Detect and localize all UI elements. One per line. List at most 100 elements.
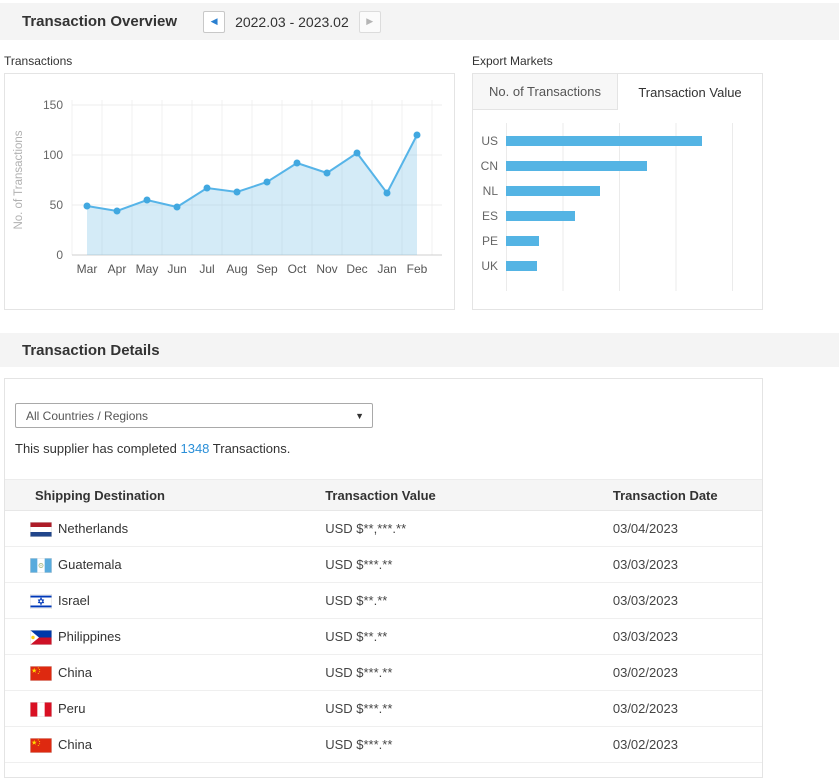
transaction-date-cell: 03/03/2023	[612, 546, 762, 583]
svg-text:May: May	[136, 262, 159, 276]
table-row: China USD $***.** 03/02/2023	[5, 726, 762, 763]
export-market-bar-row: NL	[473, 178, 762, 203]
svg-text:0: 0	[56, 248, 63, 262]
transaction-date-cell: 03/02/2023	[612, 690, 762, 727]
summary-suffix: Transactions.	[209, 441, 291, 456]
transaction-value-cell: USD $**.**	[325, 582, 613, 619]
shipping-destination-cell: Peru	[5, 690, 326, 727]
bar-es	[506, 210, 575, 221]
transaction-date-cell: 03/02/2023	[612, 726, 762, 763]
country-name: China	[58, 737, 92, 753]
bar-category-label: UK	[481, 258, 498, 273]
svg-text:Dec: Dec	[346, 262, 367, 276]
export-markets-tabs: No. of Transactions Transaction Value	[473, 74, 762, 110]
country-filter-value: All Countries / Regions	[26, 408, 149, 423]
svg-text:Jun: Jun	[167, 262, 186, 276]
svg-text:Sep: Sep	[256, 262, 278, 276]
tab-transaction-value[interactable]: Transaction Value	[638, 84, 742, 100]
table-row: China USD $***.** 03/02/2023	[5, 654, 762, 691]
svg-text:Mar: Mar	[77, 262, 98, 276]
country-name: Netherlands	[58, 521, 129, 537]
transactions-count-link[interactable]: 1348	[180, 441, 210, 456]
table-row: Netherlands USD $**,***.** 03/04/2023	[5, 510, 762, 547]
flag-cn-icon	[30, 665, 52, 681]
details-panel: All Countries / Regions ▼ This supplier …	[4, 378, 763, 778]
transaction-date-cell: 03/03/2023	[612, 582, 762, 619]
shipping-destination-cell: Guatemala	[5, 546, 326, 583]
column-shipping-destination: Shipping Destination	[5, 479, 326, 511]
date-range-label: 2022.03 - 2023.02	[235, 13, 349, 30]
transaction-value-cell: USD $***.**	[325, 654, 613, 691]
shipping-destination-cell: Netherlands	[5, 510, 326, 547]
bar-category-label: NL	[482, 183, 498, 198]
page-title: Transaction Overview	[22, 13, 178, 30]
chevron-right-icon: ▶	[366, 16, 374, 26]
table-row: Philippines USD $**.** 03/03/2023	[5, 618, 762, 655]
export-market-bar-row: UK	[473, 253, 762, 278]
export-markets-bar-chart: US CN NL ES PE UK	[473, 123, 762, 291]
country-filter-select[interactable]: All Countries / Regions ▼	[15, 403, 373, 428]
export-market-bar-row: PE	[473, 228, 762, 253]
flag-ph-icon	[30, 629, 52, 645]
date-range-navigator: ◀ 2022.03 - 2023.02 ▶	[203, 10, 381, 33]
transactions-chart-label: Transactions	[4, 54, 73, 68]
transaction-value-cell: USD $***.**	[325, 726, 613, 763]
bar-us	[506, 135, 702, 146]
bar-category-label: ES	[481, 208, 498, 223]
shipping-destination-cell: Israel	[5, 582, 326, 619]
bar-cn	[506, 160, 648, 171]
shipping-destination-cell: China	[5, 726, 326, 763]
export-market-bar-row: ES	[473, 203, 762, 228]
flag-il-icon	[30, 593, 52, 609]
tab-no-of-transactions[interactable]: No. of Transactions	[473, 74, 618, 110]
table-row: Israel USD $**.** 03/03/2023	[5, 582, 762, 619]
transaction-value-cell: USD $***.**	[325, 690, 613, 727]
country-name: China	[58, 665, 92, 681]
summary-prefix: This supplier has completed	[15, 441, 181, 456]
chevron-left-icon: ◀	[210, 16, 218, 26]
transactions-chart-panel: 0 50 100 150 Mar Apr May Jun Jul Aug Sep Oct Nov Dec J…	[4, 73, 455, 310]
column-transaction-date: Transaction Date	[612, 479, 762, 511]
svg-text:Feb: Feb	[407, 262, 428, 276]
next-period-button[interactable]: ▶	[358, 10, 381, 33]
svg-text:Jan: Jan	[377, 262, 396, 276]
column-transaction-value: Transaction Value	[325, 479, 613, 511]
transaction-value-cell: USD $**.**	[325, 618, 613, 655]
bar-category-label: US	[481, 133, 498, 148]
transactions-table: Shipping Destination Transaction Value T…	[5, 479, 762, 763]
shipping-destination-cell: China	[5, 654, 326, 691]
transaction-date-cell: 03/04/2023	[612, 510, 762, 547]
charts-row: Transactions 0 50 100 150 Mar Apr May Jun Jul Aug…	[0, 54, 839, 310]
overview-header-bar: Transaction Overview ◀ 2022.03 - 2023.02…	[0, 3, 839, 40]
bar-uk	[506, 260, 538, 271]
details-header-bar: Transaction Details	[0, 333, 839, 367]
shipping-destination-cell: Philippines	[5, 618, 326, 655]
country-name: Israel	[58, 593, 90, 609]
transaction-value-cell: USD $**,***.**	[325, 510, 613, 547]
export-markets-label: Export Markets	[472, 54, 553, 68]
export-market-bar-row: CN	[473, 153, 762, 178]
svg-text:50: 50	[50, 198, 64, 212]
svg-text:Nov: Nov	[316, 262, 337, 276]
details-title: Transaction Details	[22, 341, 160, 359]
country-name: Philippines	[58, 629, 121, 645]
export-market-bar-row: US	[473, 128, 762, 153]
export-markets-panel: No. of Transactions Transaction Value US…	[472, 73, 763, 310]
bar-category-label: CN	[480, 158, 498, 173]
flag-nl-icon	[30, 521, 52, 537]
transaction-value-cell: USD $***.**	[325, 546, 613, 583]
transactions-line-chart: 0 50 100 150 Mar Apr May Jun Jul Aug Sep Oct Nov Dec J…	[13, 98, 442, 276]
table-row: Peru USD $***.** 03/02/2023	[5, 690, 762, 727]
prev-period-button[interactable]: ◀	[203, 10, 226, 33]
bar-pe	[506, 235, 540, 246]
svg-text:Jul: Jul	[199, 262, 214, 276]
flag-cn-icon	[30, 737, 52, 753]
transaction-date-cell: 03/03/2023	[612, 618, 762, 655]
transactions-summary: This supplier has completed 1348 Transac…	[15, 441, 762, 456]
svg-text:Aug: Aug	[226, 262, 247, 276]
svg-text:Oct: Oct	[288, 262, 307, 276]
chevron-down-icon: ▼	[355, 410, 364, 421]
table-row: Guatemala USD $***.** 03/03/2023	[5, 546, 762, 583]
transaction-date-cell: 03/02/2023	[612, 654, 762, 691]
svg-text:Apr: Apr	[108, 262, 127, 276]
